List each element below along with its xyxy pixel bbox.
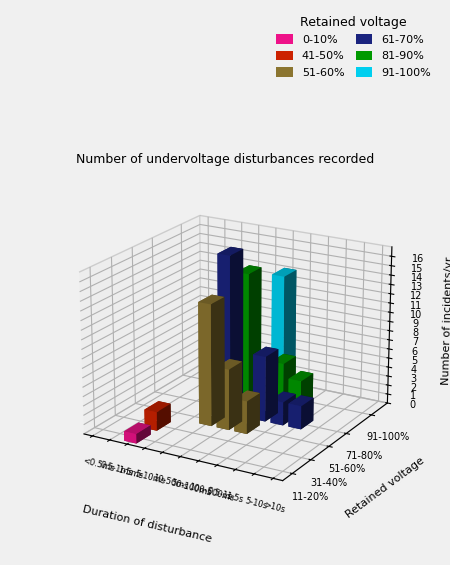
X-axis label: Duration of disturbance: Duration of disturbance: [81, 504, 212, 544]
Y-axis label: Retained voltage: Retained voltage: [344, 456, 426, 520]
Text: Number of undervoltage disturbances recorded: Number of undervoltage disturbances reco…: [76, 153, 374, 166]
Legend: 0-10%, 41-50%, 51-60%, 61-70%, 81-90%, 91-100%: 0-10%, 41-50%, 51-60%, 61-70%, 81-90%, 9…: [272, 11, 436, 82]
